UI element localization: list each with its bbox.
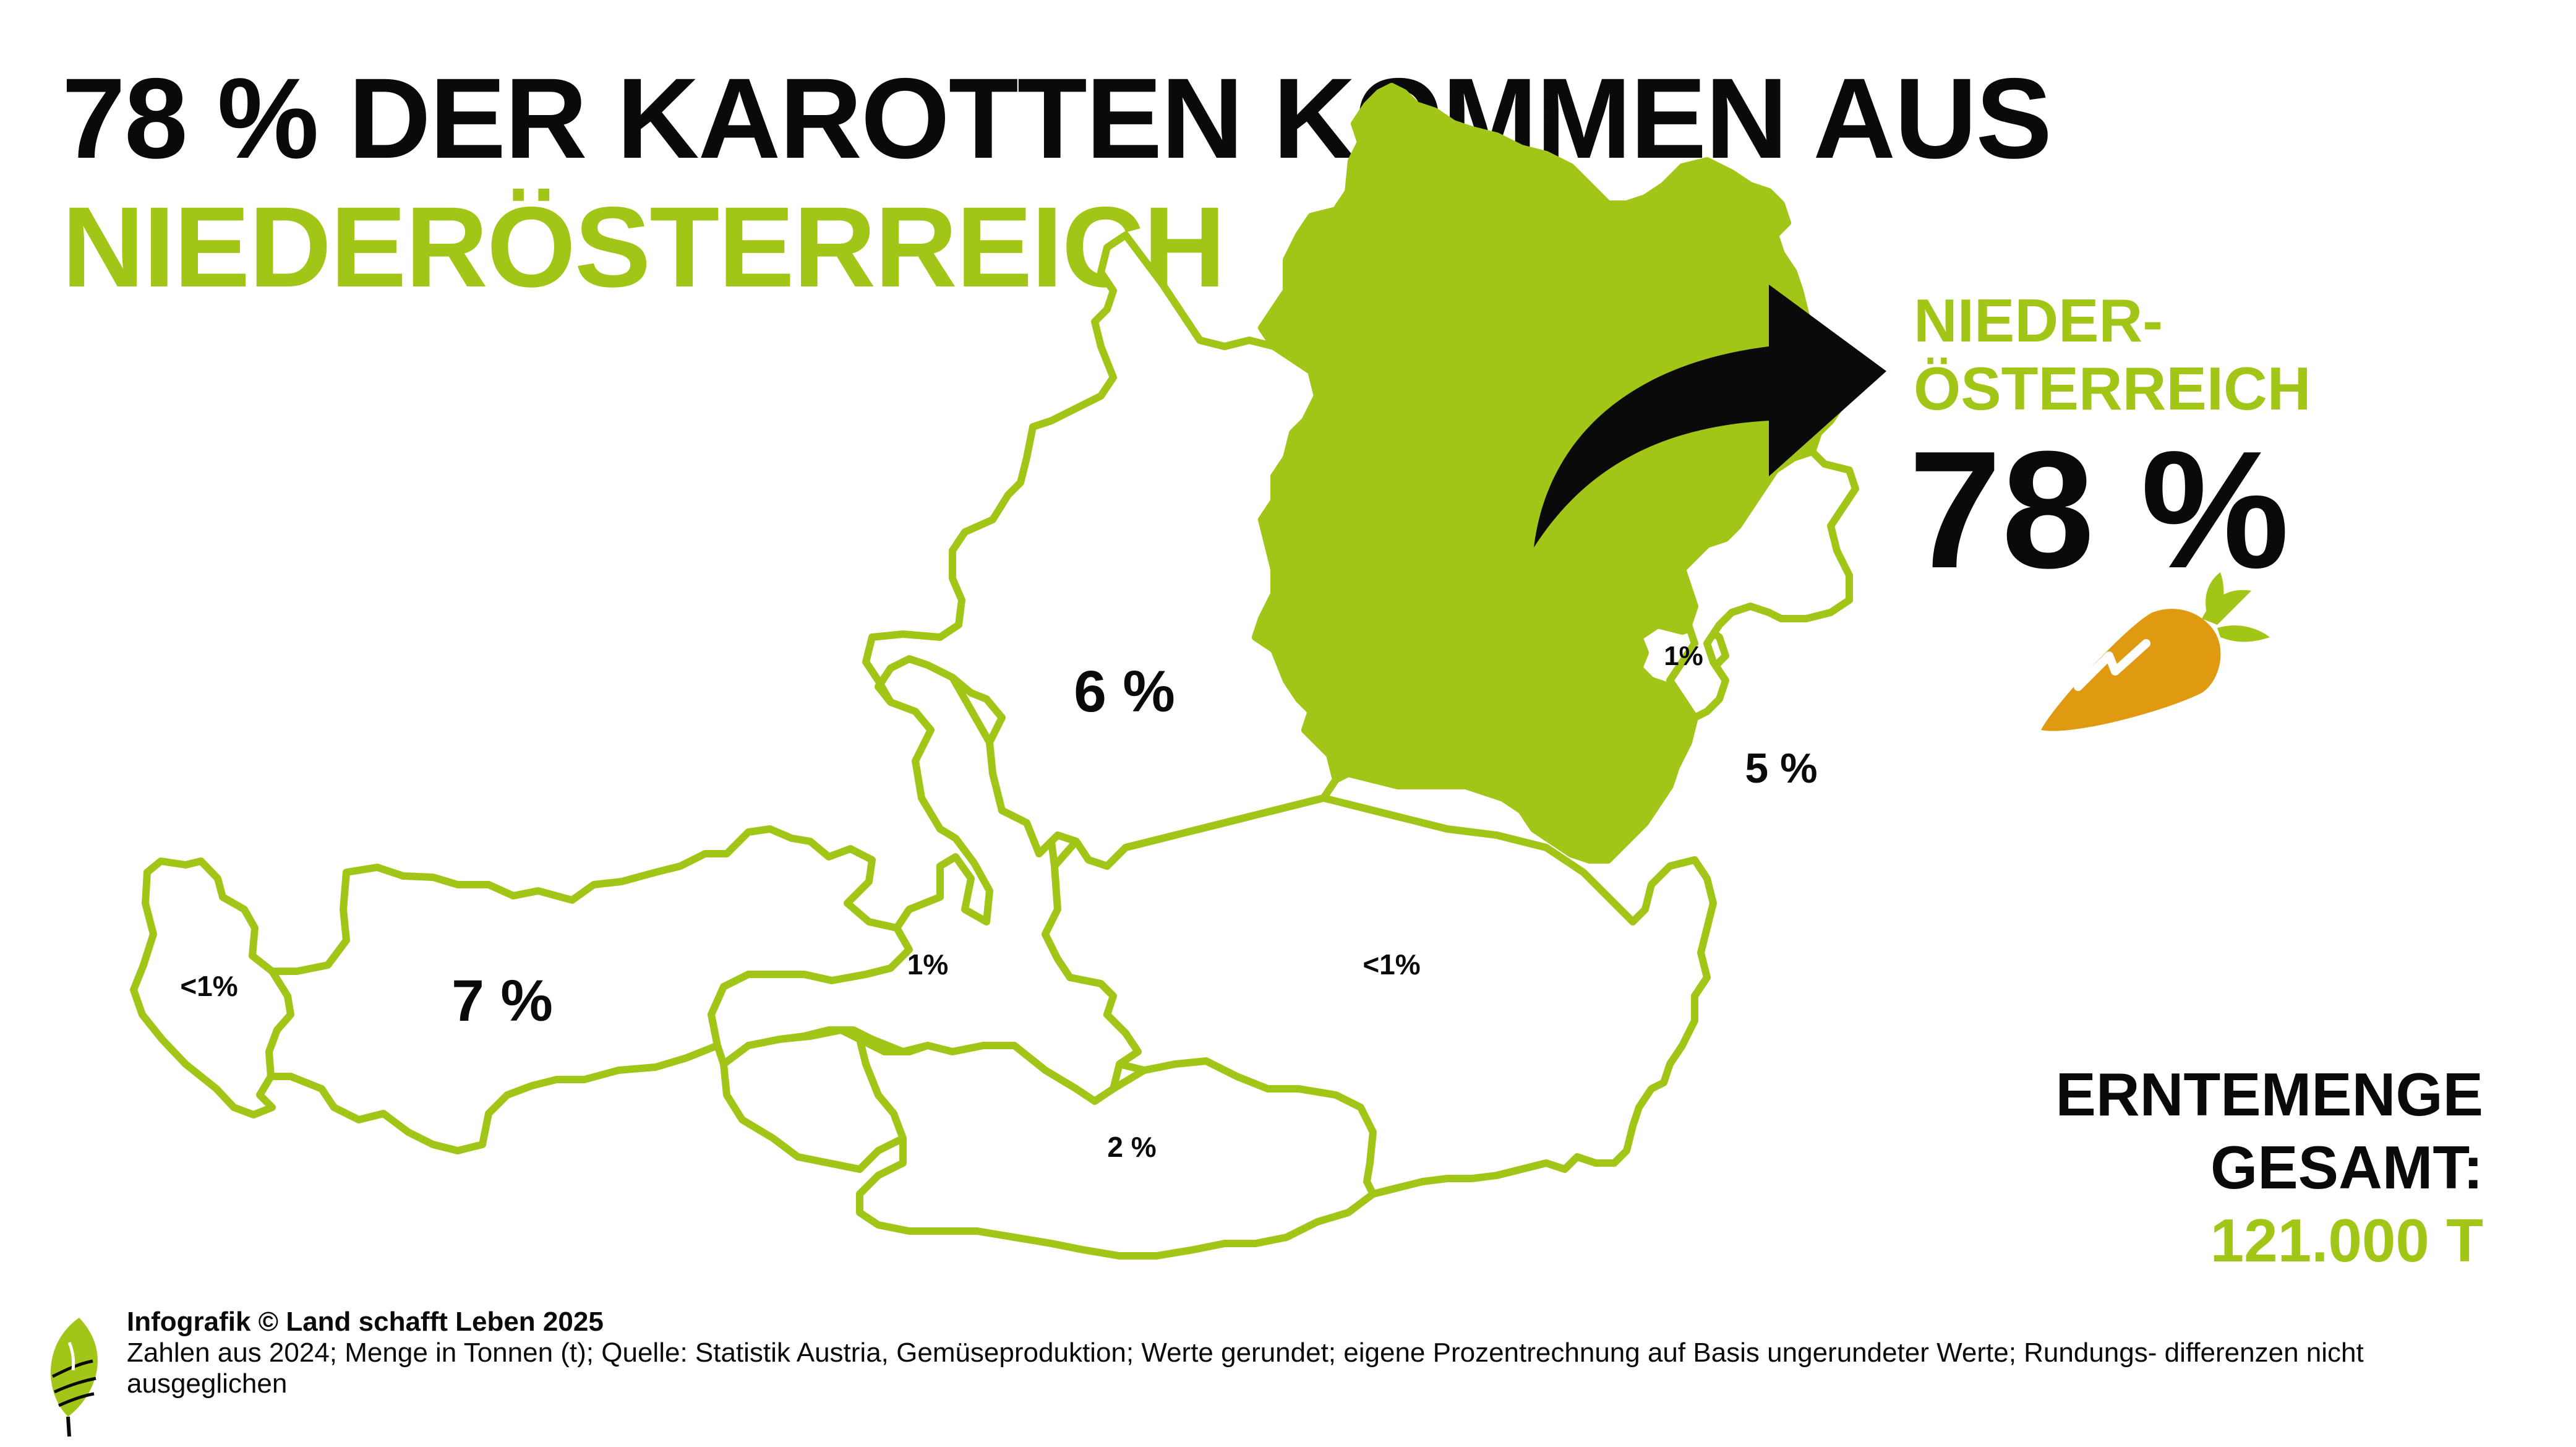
highlight-region-label: NIEDER- ÖSTERREICH [1914,286,2311,423]
label-tirol: 7 % [451,968,553,1034]
title-line-1: 78 % DER KAROTTEN KOMMEN AUS [62,55,2052,182]
region-kaernten [856,1036,1377,1260]
harvest-label-line-1: ERNTEMENGE [2055,1060,2483,1128]
title-line-2: NIEDERÖSTERREICH [62,184,1226,311]
label-wien: 1% [1664,641,1703,671]
label-vorarlberg: <1% [180,970,237,1002]
label-salzburg: 1% [907,948,948,981]
harvest-value: 121.000 T [2210,1206,2483,1274]
label-steiermark: <1% [1363,948,1420,981]
footer: Infografik © Land schafft Leben 2025 Zah… [127,1307,2477,1399]
footer-credit: Infografik © Land schafft Leben 2025 [127,1307,604,1337]
highlight-region-line-1: NIEDER- [1914,286,2163,354]
highlight-value: 78 % [1909,417,2290,603]
region-steiermark [1042,794,1717,1198]
footer-source: Zahlen aus 2024; Menge in Tonnen (t); Qu… [127,1338,2364,1399]
label-oberoesterreich: 6 % [1074,659,1175,724]
carrot-icon [2041,572,2270,731]
highlight-region-line-2: ÖSTERREICH [1914,354,2311,423]
label-burgenland: 5 % [1745,745,1817,792]
harvest-total: ERNTEMENGE GESAMT: 121.000 T [2055,1058,2483,1277]
harvest-label-line-2: GESAMT: [2210,1133,2483,1201]
page-title: 78 % DER KAROTTEN KOMMEN AUS NIEDERÖSTER… [62,54,2052,312]
leaf-logo-icon [50,1318,98,1437]
region-burgenland [1666,448,1859,721]
curved-arrow-icon [1534,285,1886,547]
region-niederoesterreich [1252,83,1847,864]
label-kaernten: 2 % [1107,1131,1156,1163]
